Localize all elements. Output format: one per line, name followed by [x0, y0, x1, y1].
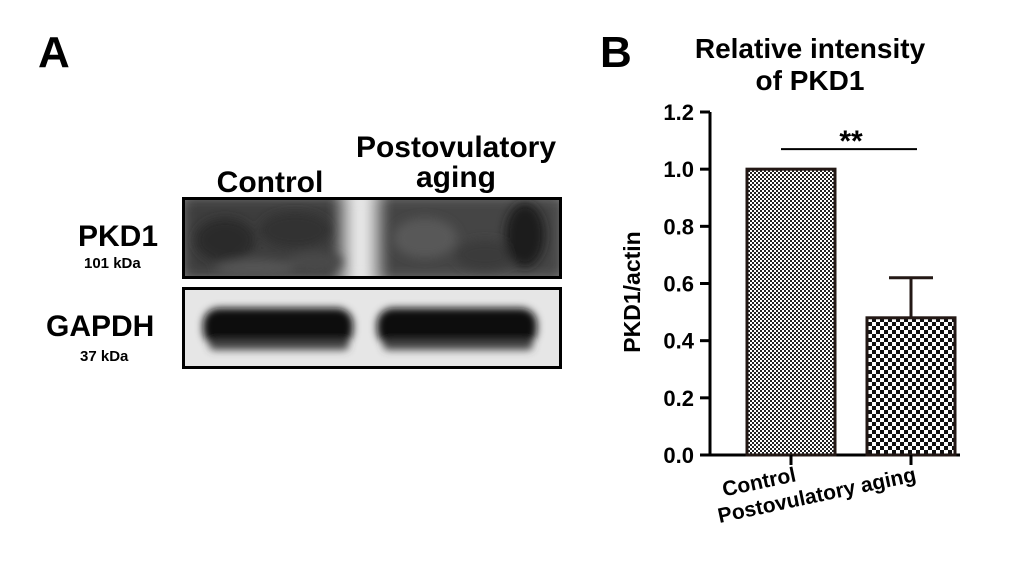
y-tick-label: 0.6 [663, 272, 694, 297]
lane-label-control: Control [205, 168, 335, 198]
lane-label-control-line1: Control [216, 166, 324, 199]
y-tick-label: 0.8 [663, 214, 694, 239]
blot-gapdh-image [185, 290, 559, 366]
row-size-pkd1: 101 kDa [84, 255, 141, 272]
row-label-pkd1: PKD1 [78, 220, 159, 253]
blot-gapdh [182, 287, 562, 369]
y-tick-label: 0.0 [663, 443, 694, 468]
y-tick-label: 0.4 [663, 329, 694, 354]
blot-pkd1 [182, 197, 562, 279]
panel-b-letter: B [600, 28, 632, 77]
row-label-gapdh: GAPDH [46, 310, 155, 343]
y-tick-label: 1.0 [663, 157, 694, 182]
lane-label-postovulatory-aging: Postovulatory aging [345, 133, 567, 193]
panel-a-letter: A [38, 28, 70, 77]
row-size-gapdh: 37 kDa [80, 348, 129, 365]
significance-marker: ** [839, 125, 863, 158]
lane-label-postovulatory-line2: aging [416, 161, 496, 194]
y-tick-label: 1.2 [663, 100, 694, 125]
y-axis-label: PKD1/actin [619, 231, 645, 352]
bar [745, 167, 837, 457]
bar-chart: PKD1/actin 0.00.20.40.60.81.01.2ControlP… [619, 100, 960, 528]
y-tick-label: 0.2 [663, 386, 694, 411]
chart-title-line2: of PKD1 [755, 65, 865, 96]
chart-title: Relative intensity of PKD1 [655, 33, 965, 97]
bar [865, 316, 957, 457]
chart-title-line1: Relative intensity [694, 33, 926, 64]
blot-pkd1-image [185, 200, 559, 276]
lane-label-postovulatory-line1: Postovulatory [355, 131, 557, 164]
